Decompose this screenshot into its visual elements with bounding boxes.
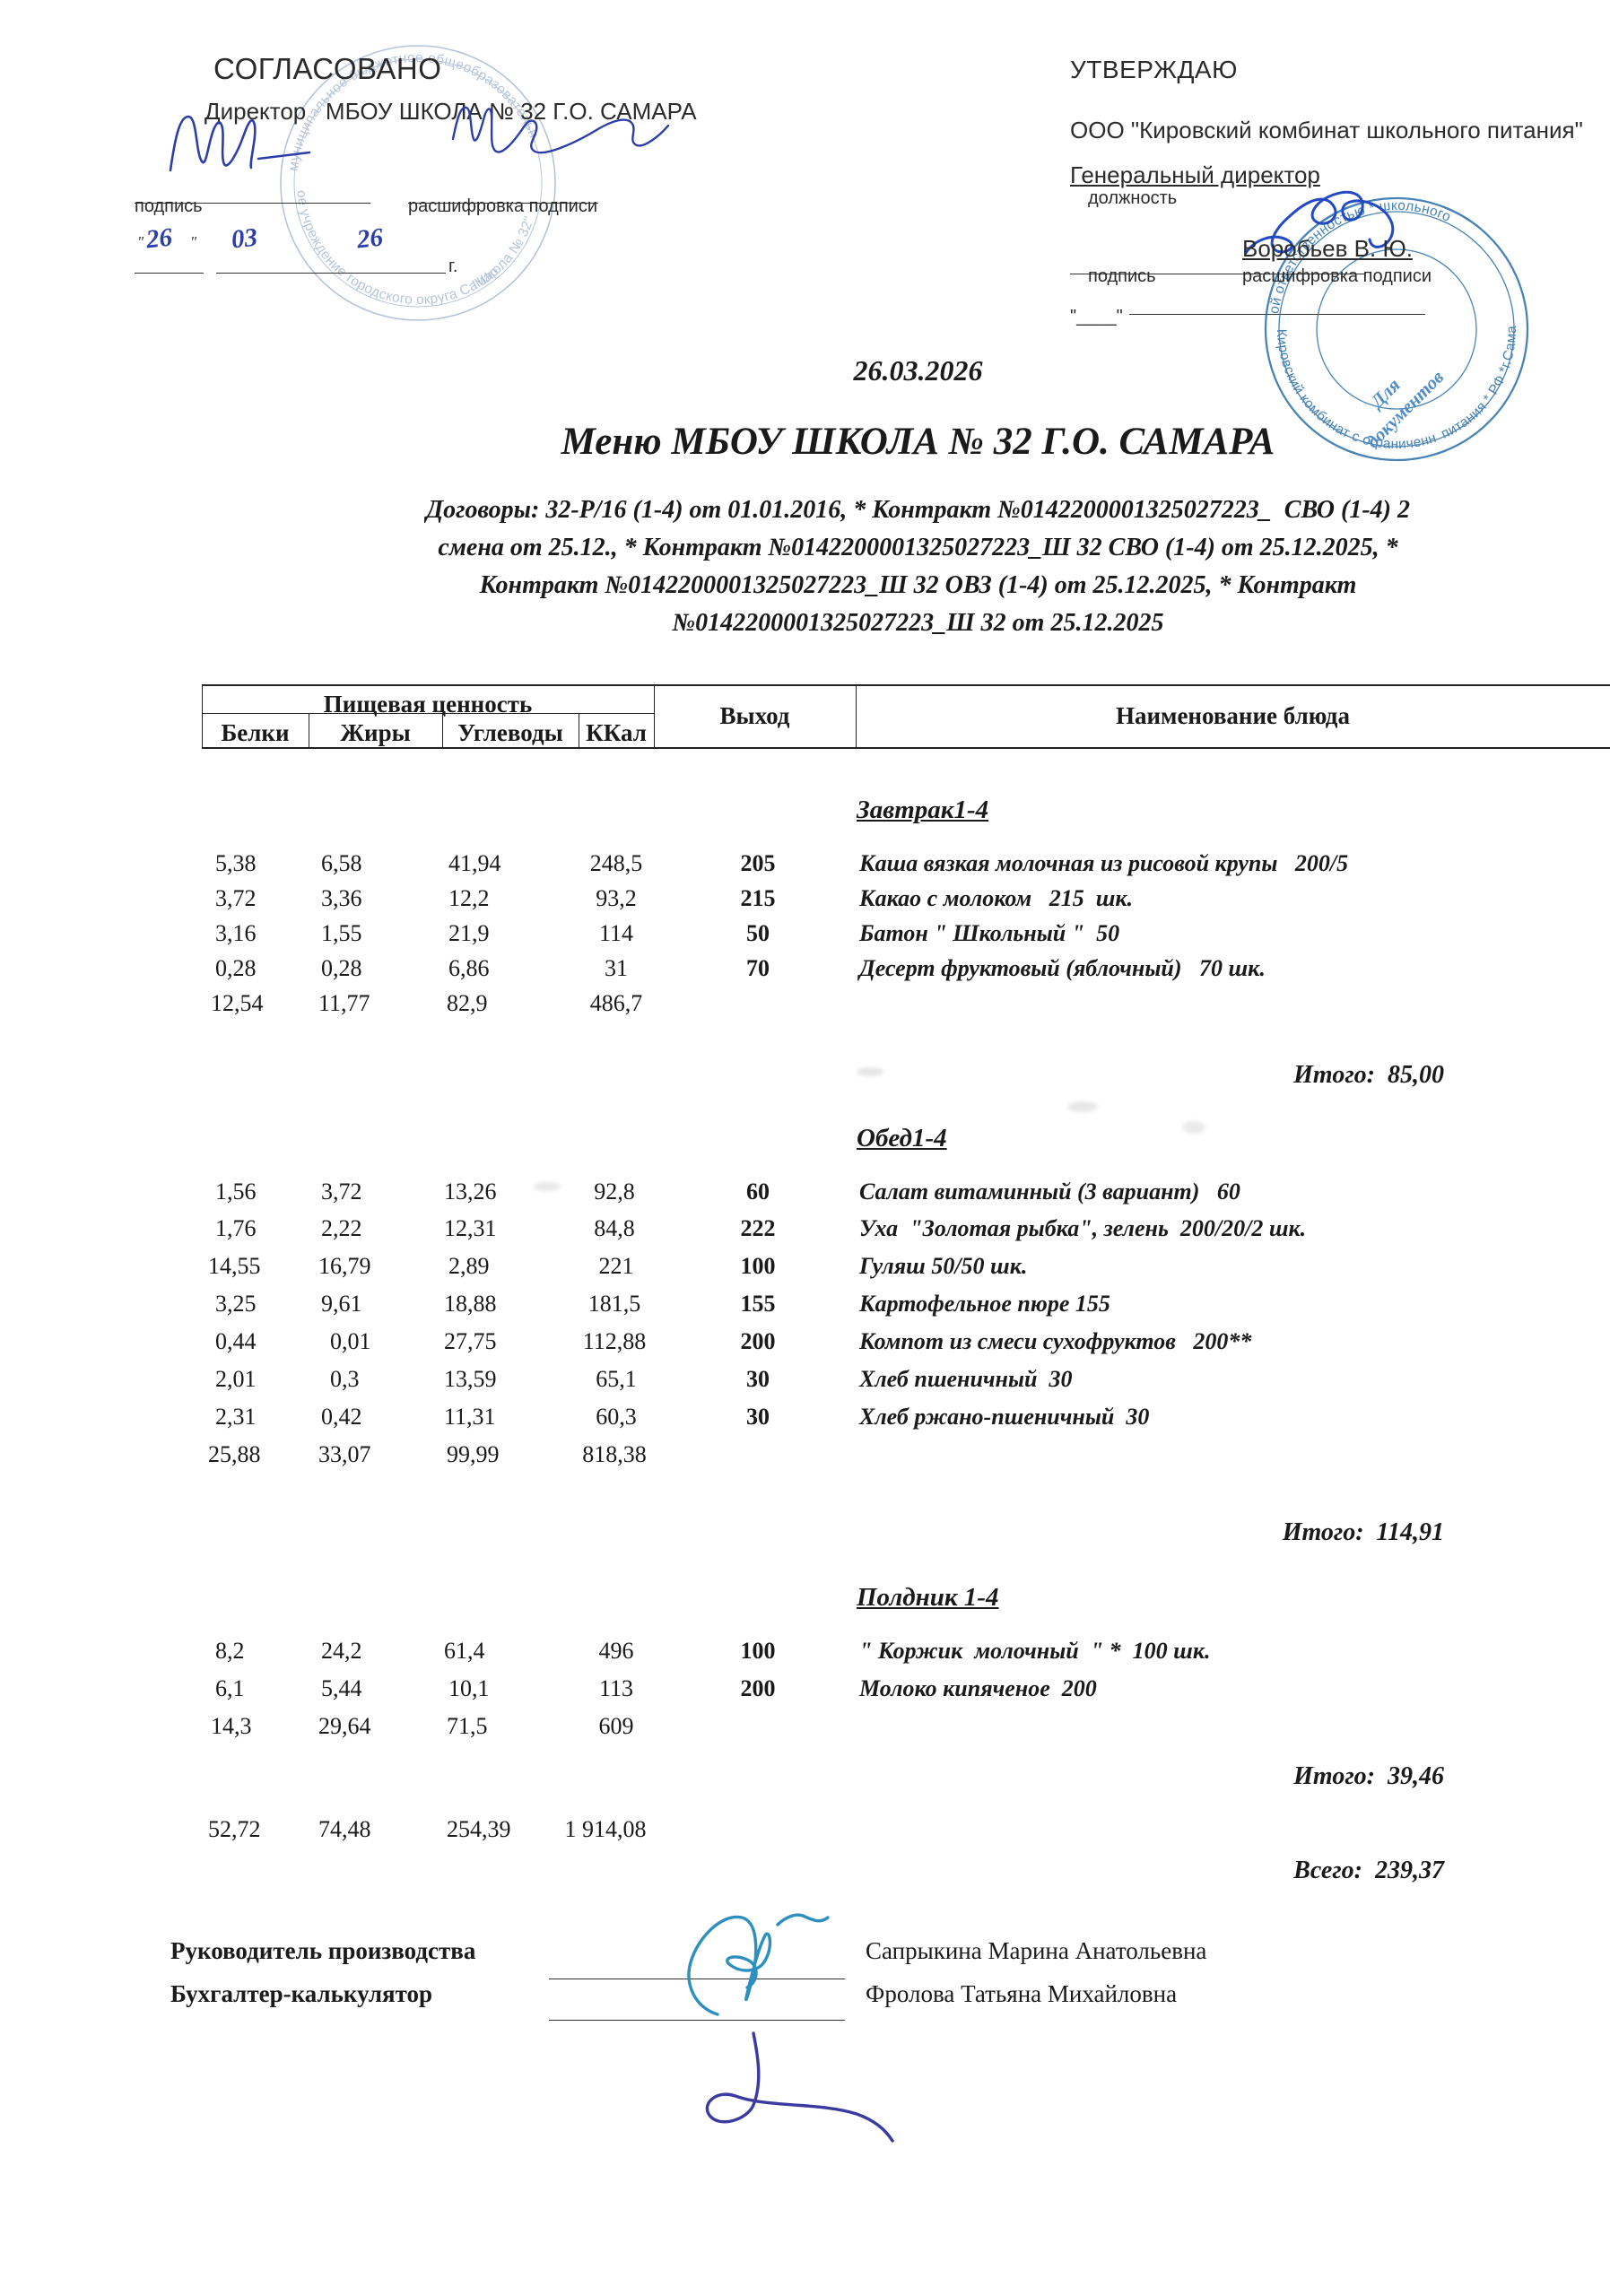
svg-text:"Школа № 32": "Школа № 32" bbox=[471, 214, 537, 292]
